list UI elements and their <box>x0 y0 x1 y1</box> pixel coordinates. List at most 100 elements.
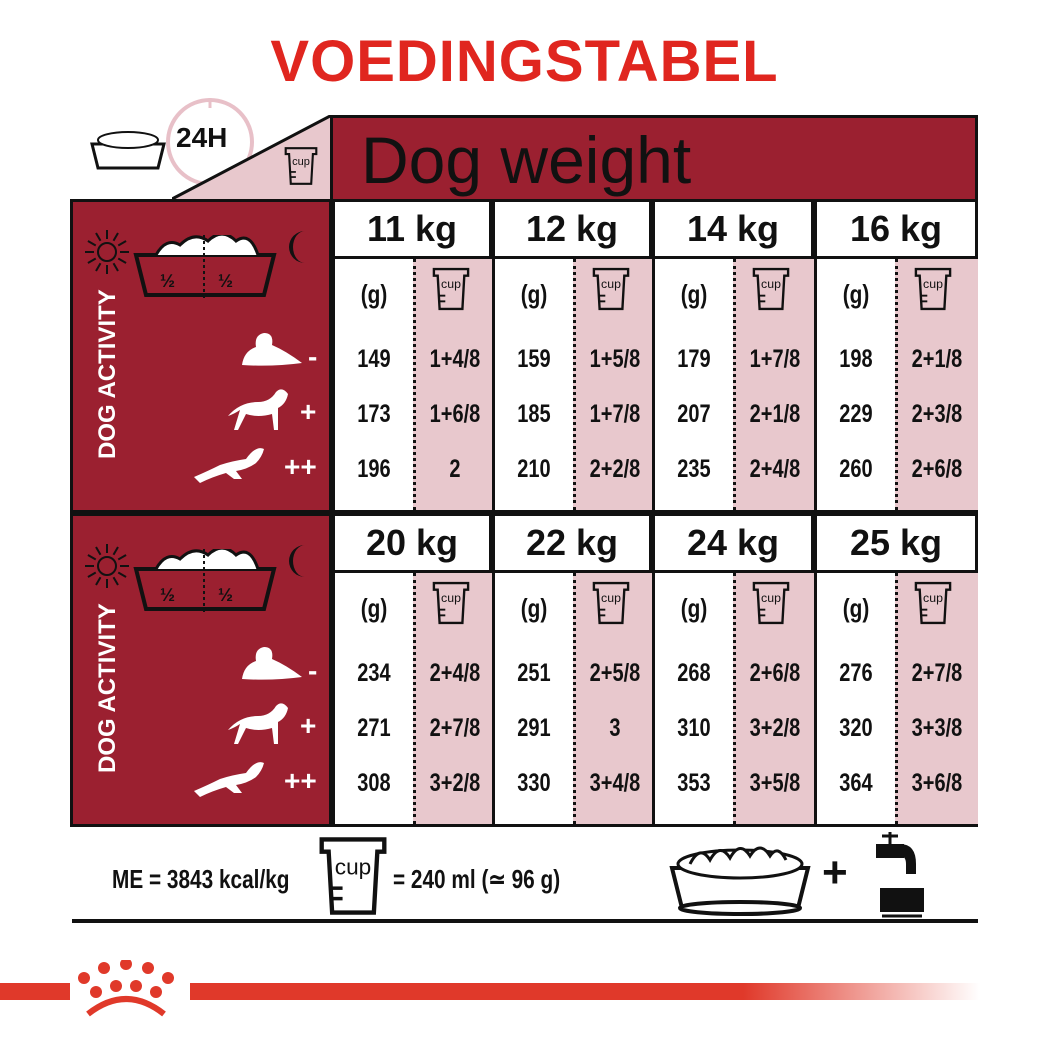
grams-value: 159 <box>517 345 551 373</box>
moon-icon <box>289 231 305 263</box>
grams-value: 149 <box>357 345 391 373</box>
cups-value: 2+7/8 <box>911 659 963 687</box>
activity-level: ++ <box>284 765 317 796</box>
cup-icon: cup <box>284 146 318 191</box>
cups-value: 2+3/8 <box>911 400 963 428</box>
grams-value: 291 <box>517 714 551 742</box>
cups-value: 1+7/8 <box>749 345 801 373</box>
moon-icon <box>289 545 305 577</box>
activity-level: ++ <box>284 451 317 482</box>
grams-value: 198 <box>839 345 873 373</box>
half-right: ½ <box>218 271 234 291</box>
svg-text:cup: cup <box>601 591 621 605</box>
cup-icon: cup <box>592 581 630 630</box>
cups-value: 2+6/8 <box>911 455 963 483</box>
cups-value: 2+7/8 <box>429 714 481 742</box>
cups-value: 3+2/8 <box>429 769 481 797</box>
cup-equivalent: = 240 ml (≃ 96 g) <box>393 864 561 894</box>
cup-icon: cup <box>432 267 470 316</box>
weight-header: 11 kg <box>332 199 492 259</box>
cup-icon: cup <box>432 581 470 630</box>
cups-column <box>733 259 814 510</box>
cups-value: 1+7/8 <box>589 400 641 428</box>
plus-sign: + <box>822 848 848 897</box>
page-title: VOEDINGSTABEL <box>270 29 779 94</box>
period-label: 24H <box>176 122 228 153</box>
svg-text:cup: cup <box>923 277 943 291</box>
grams-value: 260 <box>839 455 873 483</box>
weight-header: 25 kg <box>814 513 978 573</box>
food-bowl-icon <box>90 131 166 170</box>
cup-icon: cup <box>752 581 790 630</box>
grams-value: 196 <box>357 455 391 483</box>
svg-text:cup: cup <box>441 277 461 291</box>
grams-value: 308 <box>357 769 391 797</box>
grams-value: 353 <box>677 769 711 797</box>
activity-level: + <box>300 710 317 741</box>
cups-value: 2 <box>449 455 461 483</box>
cups-column <box>895 573 978 824</box>
dog-activity-label: DOG ACTIVITY <box>94 603 121 773</box>
dog-activity-label: DOG ACTIVITY <box>94 289 121 459</box>
activity-level: - <box>308 655 318 686</box>
cups-value: 3+3/8 <box>911 714 963 742</box>
cups-value: 3+5/8 <box>749 769 801 797</box>
activity-level: + <box>300 396 317 427</box>
weight-header: 22 kg <box>492 513 652 573</box>
grams-value: 310 <box>677 714 711 742</box>
grams-value: 364 <box>839 769 873 797</box>
grams-value: 271 <box>357 714 391 742</box>
grams-header: (g) <box>680 593 708 623</box>
grams-value: 251 <box>517 659 551 687</box>
cups-value: 2+1/8 <box>911 345 963 373</box>
grams-value: 330 <box>517 769 551 797</box>
cups-value: 2+5/8 <box>589 659 641 687</box>
grams-header: (g) <box>520 279 548 309</box>
weight-header: 16 kg <box>814 199 978 259</box>
header-diagonal <box>172 115 333 201</box>
cups-value: 2+6/8 <box>749 659 801 687</box>
dog-lying-icon <box>242 333 302 366</box>
svg-text:cup: cup <box>761 277 781 291</box>
weight-header: 12 kg <box>492 199 652 259</box>
grams-header: (g) <box>360 279 388 309</box>
grams-value: 235 <box>677 455 711 483</box>
grams-value: 173 <box>357 400 391 428</box>
grams-value: 207 <box>677 400 711 428</box>
brand-bar-left <box>0 983 70 1000</box>
cup-icon: cup <box>318 836 388 921</box>
cups-column <box>733 573 814 824</box>
grams-value: 268 <box>677 659 711 687</box>
weight-header: 24 kg <box>652 513 814 573</box>
cups-column <box>573 573 652 824</box>
grams-header: (g) <box>520 593 548 623</box>
grams-header: (g) <box>360 593 388 623</box>
svg-text:cup: cup <box>923 591 943 605</box>
cups-value: 2+4/8 <box>749 455 801 483</box>
sun-icon <box>85 544 129 588</box>
cup-icon: cup <box>914 581 952 630</box>
cups-value: 1+5/8 <box>589 345 641 373</box>
cup-icon: cup <box>914 267 952 316</box>
cups-column <box>413 573 492 824</box>
royal-canin-crown-logo <box>78 960 174 1017</box>
dog-lying-icon <box>242 647 302 680</box>
weight-header: 20 kg <box>332 513 492 573</box>
dog-running-icon <box>194 762 264 797</box>
grams-value: 210 <box>517 455 551 483</box>
dog-standing-icon <box>228 389 288 430</box>
energy-value: ME = 3843 kcal/kg <box>112 864 290 894</box>
cup-icon: cup <box>752 267 790 316</box>
weight-header: 14 kg <box>652 199 814 259</box>
grams-value: 179 <box>677 345 711 373</box>
split-bowl-icon <box>133 549 277 613</box>
cups-column <box>573 259 652 510</box>
food-bowl-icon <box>669 846 811 916</box>
split-bowl-icon <box>133 235 277 299</box>
cups-value: 3+6/8 <box>911 769 963 797</box>
svg-text:cup: cup <box>601 277 621 291</box>
activity-level: - <box>308 341 318 372</box>
cups-value: 3+4/8 <box>589 769 641 797</box>
sun-icon <box>85 230 129 274</box>
cup-icon: cup <box>592 267 630 316</box>
